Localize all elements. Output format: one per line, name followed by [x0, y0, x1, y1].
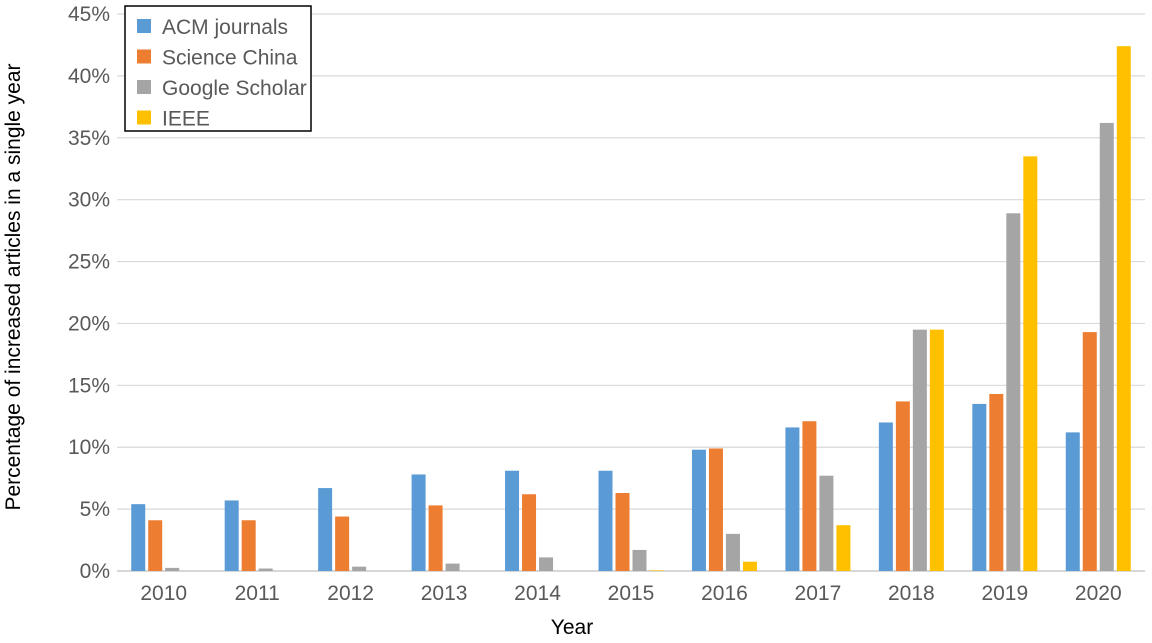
y-tick-label: 5% — [80, 498, 110, 521]
bar-acm-journals-2013 — [411, 474, 426, 571]
bar-science-china-2010 — [148, 520, 163, 571]
bar-google-scholar-2013 — [445, 563, 460, 571]
bar-acm-journals-2014 — [505, 470, 520, 571]
bar-google-scholar-2018 — [912, 329, 927, 571]
bar-acm-journals-2018 — [878, 422, 893, 571]
bar-science-china-2016 — [708, 448, 723, 571]
bar-acm-journals-2012 — [318, 488, 333, 571]
y-tick-label: 10% — [68, 436, 110, 459]
x-tick-label: 2019 — [981, 582, 1028, 605]
bar-acm-journals-2020 — [1065, 432, 1080, 571]
bar-google-scholar-2010 — [165, 567, 180, 571]
legend-label: Google Scholar — [162, 77, 307, 100]
legend-swatch — [137, 49, 151, 64]
bar-acm-journals-2017 — [785, 427, 800, 571]
bar-google-scholar-2016 — [725, 533, 740, 571]
bar-science-china-2017 — [802, 421, 817, 571]
x-axis-title: Year — [551, 616, 593, 639]
bar-acm-journals-2016 — [691, 449, 706, 571]
y-axis-title: Percentage of increased articles in a si… — [2, 63, 25, 510]
bar-ieee-2019 — [1023, 156, 1038, 571]
bar-science-china-2015 — [615, 493, 630, 571]
x-tick-label: 2016 — [701, 582, 748, 605]
bar-google-scholar-2015 — [632, 549, 647, 571]
x-tick-label: 2020 — [1075, 582, 1122, 605]
bar-google-scholar-2017 — [819, 475, 834, 571]
bar-acm-journals-2010 — [131, 504, 146, 571]
x-tick-label: 2011 — [235, 582, 280, 605]
y-tick-label: 45% — [68, 3, 110, 26]
x-tick-label: 2012 — [327, 582, 374, 605]
x-tick-label: 2013 — [421, 582, 468, 605]
bar-science-china-2018 — [895, 401, 910, 571]
bar-science-china-2019 — [989, 393, 1004, 571]
gridlines — [117, 13, 1145, 572]
bar-ieee-2018 — [929, 329, 944, 571]
bar-science-china-2012 — [335, 516, 350, 571]
bar-acm-journals-2015 — [598, 470, 613, 571]
legend: ACM journals Science China Google Scholar I… — [124, 5, 312, 132]
bar-ieee-2017 — [836, 525, 851, 571]
y-tick-label: 40% — [68, 65, 110, 88]
legend-swatch — [137, 110, 151, 125]
y-tick-label: 30% — [68, 189, 110, 212]
bar-science-china-2011 — [241, 520, 256, 571]
y-tick-label: 25% — [68, 251, 110, 274]
bar-ieee-2020 — [1116, 46, 1131, 571]
bar-ieee-2015 — [649, 570, 664, 571]
x-tick-label: 2015 — [608, 582, 655, 605]
x-tick-label: 2017 — [795, 582, 842, 605]
x-tick-label: 2018 — [888, 582, 935, 605]
bar-ieee-2016 — [742, 561, 757, 571]
y-tick-label: 35% — [68, 127, 110, 150]
y-axis-ticks: 0% 5% 10% 15% 20% 25% 30% 35% 40% 45% — [68, 3, 110, 583]
bar-acm-journals-2019 — [972, 403, 987, 571]
x-axis-ticks: 2010 2011 2012 2013 2014 2015 2016 2017 2018 2019… — [140, 582, 1121, 605]
x-tick-label: 2014 — [514, 582, 561, 605]
legend-swatch — [137, 80, 151, 94]
legend-box — [124, 5, 312, 132]
y-tick-label: 20% — [68, 312, 110, 335]
bars — [131, 46, 1131, 572]
bar-google-scholar-2012 — [352, 566, 367, 571]
y-tick-label: 0% — [80, 560, 110, 583]
bar-google-scholar-2020 — [1099, 122, 1114, 572]
bar-google-scholar-2011 — [258, 568, 273, 571]
legend-label: ACM journals — [162, 16, 288, 39]
legend-label: Science China — [162, 47, 298, 70]
legend-swatch — [137, 19, 151, 33]
bar-science-china-2013 — [428, 505, 443, 571]
bar-science-china-2020 — [1082, 332, 1097, 571]
bar-science-china-2014 — [522, 494, 537, 571]
y-tick-label: 15% — [68, 374, 110, 397]
bar-acm-journals-2011 — [224, 500, 239, 571]
legend-label: IEEE — [162, 108, 210, 131]
bar-google-scholar-2014 — [539, 557, 554, 571]
bar-google-scholar-2019 — [1006, 213, 1021, 571]
x-tick-label: 2010 — [140, 582, 187, 605]
